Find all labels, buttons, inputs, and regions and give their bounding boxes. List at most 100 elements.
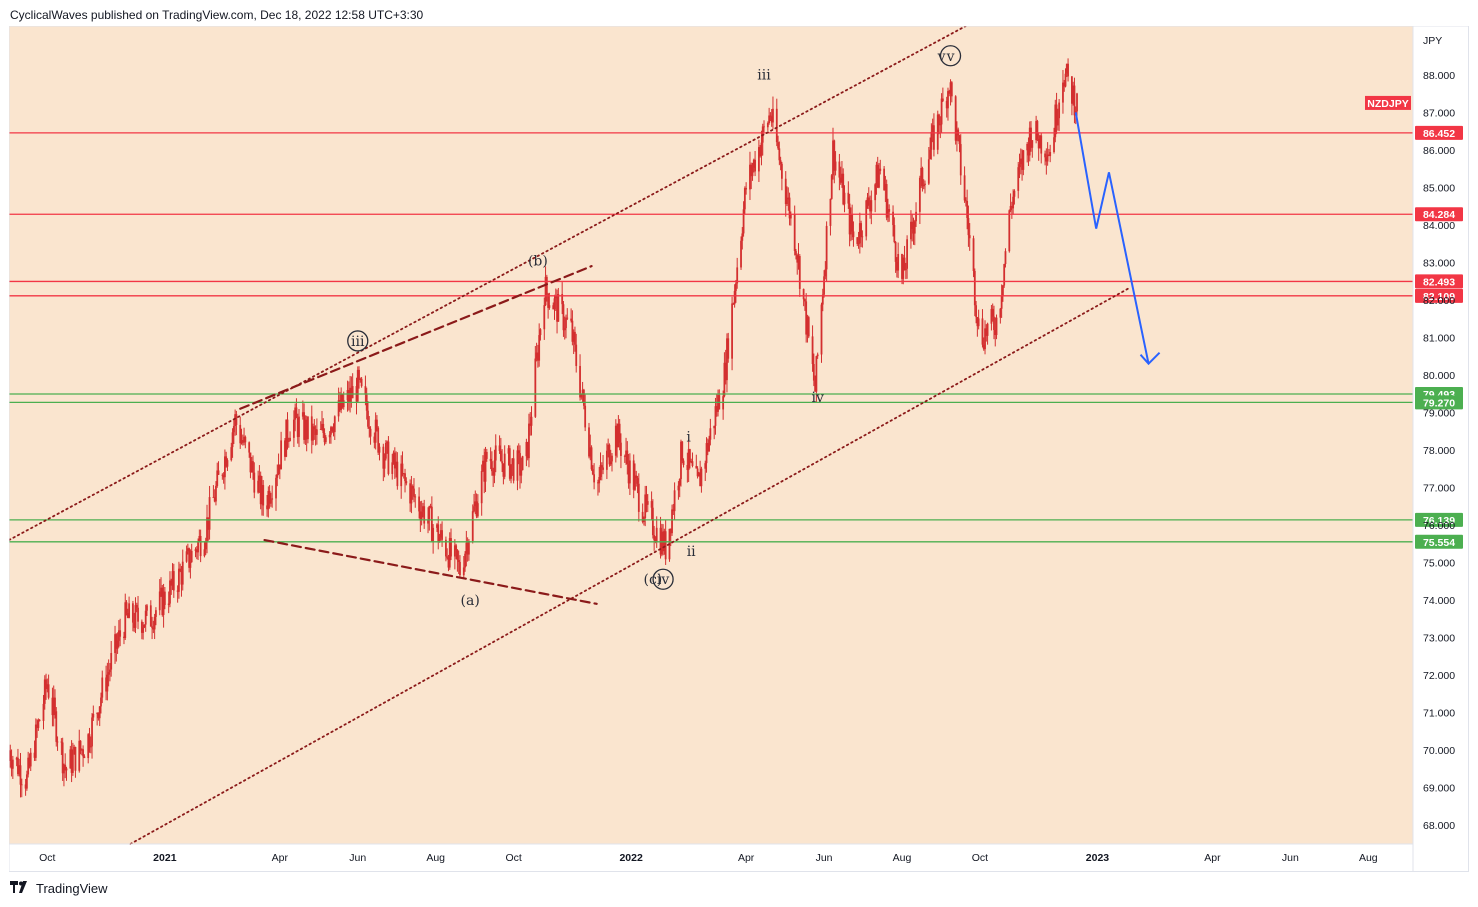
candle-body [29, 752, 32, 767]
candle-body [428, 506, 431, 520]
candle-body [457, 560, 460, 562]
candle-body [848, 203, 851, 235]
candle-body [866, 197, 869, 201]
candle [322, 418, 325, 438]
y-tick-label: 83.000 [1423, 257, 1455, 269]
x-tick-label: Apr [738, 852, 755, 864]
candle-body [714, 406, 717, 426]
candle [333, 415, 336, 441]
candlestick-chart[interactable]: 86.45284.28482.49382.10979.49379.27076.1… [9, 26, 1469, 872]
candle [252, 455, 254, 480]
candle [158, 579, 161, 616]
candle-body [499, 450, 502, 462]
candle-body [689, 449, 691, 463]
candle-body [221, 474, 224, 476]
candle [287, 437, 290, 448]
candle [304, 415, 307, 445]
candle-body [80, 749, 83, 751]
candle [611, 453, 613, 472]
candle-body [52, 697, 55, 716]
candle [772, 96, 774, 130]
candle-body [517, 450, 520, 454]
candle [315, 418, 318, 445]
candle [981, 309, 984, 348]
candle [653, 525, 656, 551]
candle-body [609, 461, 612, 465]
candle [832, 127, 834, 180]
candle [18, 758, 21, 777]
candle [33, 740, 36, 761]
candle [235, 410, 238, 436]
candle [387, 436, 390, 476]
forecast-arrow [1074, 112, 1161, 366]
candle-body [986, 323, 989, 336]
candle-body [834, 161, 837, 171]
candle-body [627, 464, 630, 484]
candle [526, 441, 529, 461]
candle-body [503, 453, 506, 477]
candle-body [852, 231, 855, 238]
candle-body [646, 501, 649, 505]
candle-body [391, 462, 394, 474]
candle-body [875, 164, 878, 185]
candle [565, 314, 567, 339]
candle-body [883, 168, 886, 190]
candle [503, 445, 506, 480]
chart-area[interactable]: 86.452 84.284 82.493 82.109 79.493 79.270 76.1… [9, 26, 1469, 872]
candle [134, 597, 137, 634]
candle [73, 744, 76, 755]
candle [933, 113, 935, 157]
candle-body [814, 380, 817, 392]
candle-body [400, 463, 403, 487]
candle-body [534, 358, 537, 417]
candle [879, 159, 882, 175]
candle [358, 366, 360, 389]
price-tag-bg [1415, 288, 1463, 303]
candle-body [590, 447, 593, 470]
candle [337, 387, 340, 422]
candle-body [151, 626, 153, 628]
candle-body [915, 211, 917, 222]
wave-label: i [686, 430, 691, 446]
candle [133, 612, 136, 632]
candle-body [632, 460, 635, 490]
candle-body [1004, 251, 1007, 265]
wave-label: iv [652, 568, 674, 590]
candle [1022, 149, 1025, 176]
candle-body [384, 443, 387, 459]
candle [1063, 79, 1066, 92]
candle [20, 778, 23, 798]
candle [632, 454, 635, 499]
candle-body [1053, 137, 1055, 153]
y-tick-label: 85.000 [1423, 182, 1455, 194]
candle-body [557, 294, 560, 322]
candle [556, 289, 558, 334]
candle [646, 493, 649, 513]
candle-body [933, 125, 935, 150]
candle-body [580, 393, 583, 398]
candle-body [593, 474, 596, 483]
candle [929, 137, 931, 160]
candle-body [1062, 82, 1064, 103]
candle [958, 134, 961, 153]
candle-body [286, 419, 289, 442]
candle-body [324, 437, 327, 443]
candle [346, 380, 349, 412]
candle [948, 89, 951, 97]
wave-label-circle [939, 45, 962, 67]
candle [1013, 189, 1016, 205]
candle-body [985, 328, 988, 336]
candle [468, 539, 470, 561]
candle [19, 752, 22, 798]
candle [125, 600, 128, 616]
wave-label-text: iii [351, 334, 365, 350]
candle-body [262, 485, 265, 506]
candle-body [544, 276, 547, 306]
candle-body [893, 225, 896, 243]
candle [79, 740, 82, 755]
candle [36, 719, 39, 738]
candle-body [337, 400, 340, 417]
candle-body [98, 706, 101, 719]
candle-body [216, 470, 219, 486]
y-tick-label: 71.000 [1423, 708, 1455, 720]
